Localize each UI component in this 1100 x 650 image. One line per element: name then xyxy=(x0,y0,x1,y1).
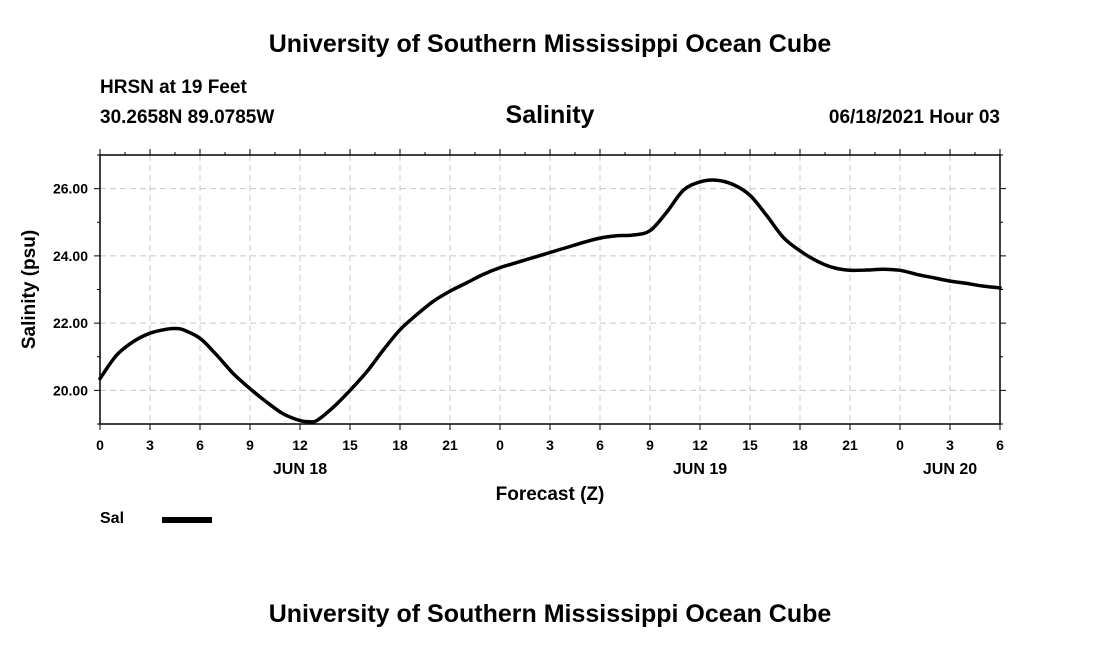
day-label: JUN 19 xyxy=(673,461,727,478)
chart-labels: 0 3 6 9 12 15 18 21 0 3 6 9 12 15 18 21 0 3 6 20.00 22.00 24.… xyxy=(19,181,1004,505)
series-line-sal xyxy=(98,178,1002,424)
legend-label: Sal xyxy=(100,510,125,527)
x-tick-label: 12 xyxy=(692,437,708,453)
day-label: JUN 20 xyxy=(923,461,977,478)
y-tick-label: 22.00 xyxy=(53,315,88,331)
x-tick-label: 21 xyxy=(442,437,458,453)
day-label: JUN 18 xyxy=(273,461,327,478)
x-tick-label: 0 xyxy=(896,437,904,453)
x-tick-label: 6 xyxy=(596,437,604,453)
x-tick-label: 18 xyxy=(392,437,408,453)
x-tick-label: 9 xyxy=(646,437,654,453)
report-title: University of Southern Mississippi Ocean… xyxy=(268,30,832,58)
x-tick-label: 15 xyxy=(342,437,358,453)
x-tick-label: 3 xyxy=(546,437,554,453)
x-tick-label: 21 xyxy=(842,437,858,453)
legend-line-swatch xyxy=(162,517,212,523)
chart-ticks xyxy=(94,149,1006,430)
chart-grid xyxy=(100,155,1000,424)
y-tick-label: 20.00 xyxy=(53,382,88,398)
x-tick-label: 3 xyxy=(946,437,954,453)
station-coordinates: 30.2658N 89.0785W xyxy=(100,107,275,128)
y-tick-label: 26.00 xyxy=(53,181,88,197)
footer-title: University of Southern Mississippi Ocean… xyxy=(268,600,832,628)
x-tick-label: 0 xyxy=(96,437,104,453)
x-tick-label: 9 xyxy=(246,437,254,453)
chart-title: Salinity xyxy=(505,101,595,129)
y-axis-label: Salinity (psu) xyxy=(19,230,40,349)
x-tick-label: 0 xyxy=(496,437,504,453)
y-tick-label: 24.00 xyxy=(53,248,88,264)
x-axis-label: Forecast (Z) xyxy=(496,484,605,505)
x-tick-label: 12 xyxy=(292,437,308,453)
chart-series xyxy=(98,178,1002,424)
x-tick-label: 15 xyxy=(742,437,758,453)
forecast-datestamp: 06/18/2021 Hour 03 xyxy=(828,107,1000,128)
x-tick-label: 6 xyxy=(196,437,204,453)
station-label: HRSN at 19 Feet xyxy=(100,77,247,98)
x-tick-label: 3 xyxy=(146,437,154,453)
x-tick-label: 18 xyxy=(792,437,808,453)
x-tick-label: 6 xyxy=(996,437,1004,453)
